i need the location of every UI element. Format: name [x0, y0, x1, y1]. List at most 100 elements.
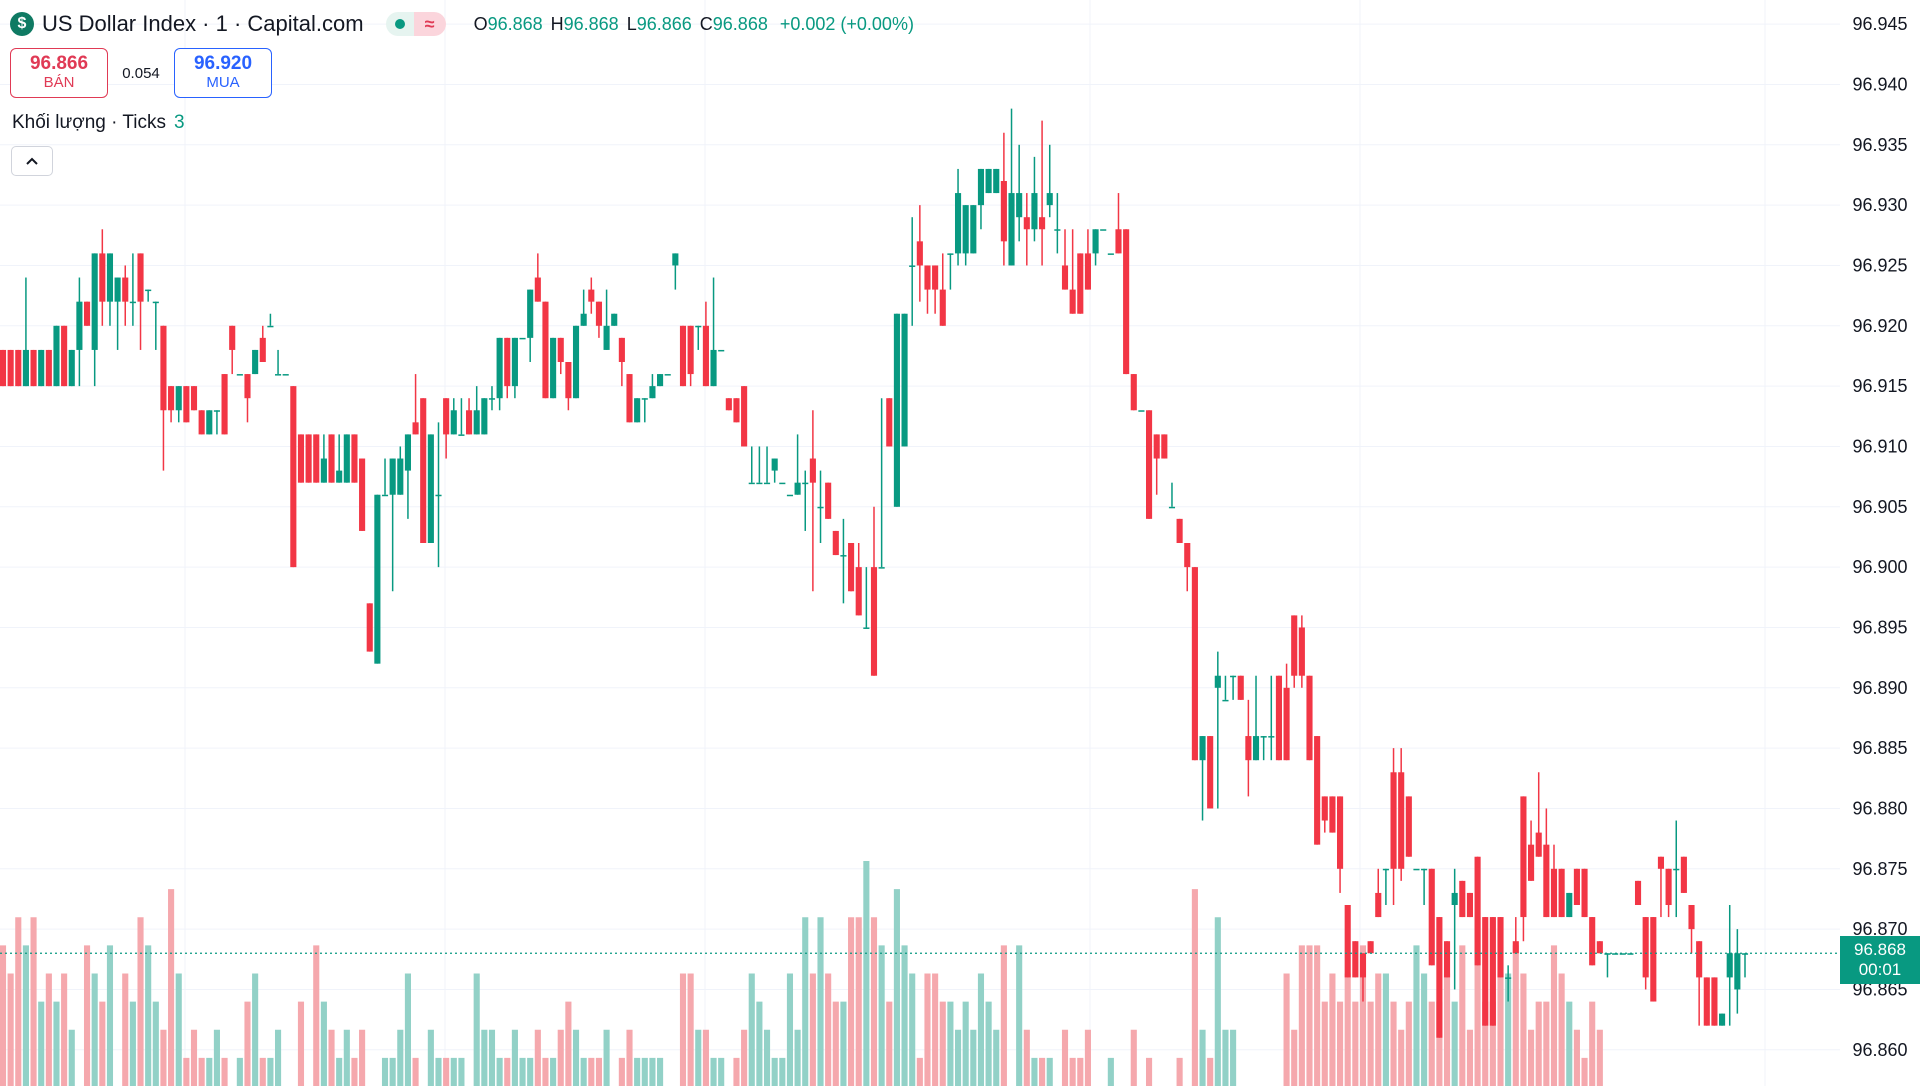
candle — [1077, 253, 1084, 314]
volume-bar — [267, 1057, 274, 1086]
volume-bar — [909, 973, 916, 1086]
market-status[interactable]: ≈ — [385, 12, 446, 36]
volume-bar — [756, 1001, 763, 1086]
candle — [305, 434, 312, 483]
candle — [1696, 941, 1703, 1026]
candle — [1291, 615, 1298, 688]
price-tick-label: 96.930 — [1852, 195, 1907, 215]
candle — [83, 301, 91, 326]
candle — [244, 374, 251, 423]
candle — [641, 398, 648, 423]
candle — [1566, 892, 1573, 918]
symbol-title[interactable]: US Dollar Index · 1 · Capital.com — [42, 11, 364, 36]
volume-bar — [588, 1057, 595, 1086]
candle — [488, 386, 496, 411]
volume-bar — [274, 1029, 282, 1086]
candle — [886, 398, 893, 447]
candle — [817, 470, 824, 543]
volume-bar — [1314, 945, 1321, 1086]
candle — [725, 398, 732, 411]
candle — [1016, 144, 1023, 242]
dollar-icon[interactable]: $ — [10, 12, 34, 36]
candle — [702, 301, 709, 387]
candle — [1084, 229, 1091, 290]
candle — [1252, 675, 1260, 761]
volume-bar — [993, 1029, 1000, 1086]
volume-bar — [328, 1029, 335, 1086]
volume-bar — [886, 1001, 893, 1086]
volume-bar — [855, 917, 862, 1086]
volume-bar — [1306, 945, 1313, 1086]
volume-bar — [313, 945, 320, 1086]
volume-bar — [504, 1057, 511, 1086]
candle — [1543, 808, 1550, 918]
sell-button[interactable]: 96.866 BÁN — [10, 48, 108, 98]
grid — [0, 0, 1840, 1086]
candle — [328, 434, 335, 483]
buy-button[interactable]: 96.920 MUA — [174, 48, 272, 98]
volume-bar — [634, 1057, 641, 1086]
candle — [870, 506, 878, 676]
candle — [1260, 736, 1267, 761]
candle — [168, 386, 175, 423]
candle — [366, 603, 373, 652]
volume-bar — [389, 1057, 396, 1086]
volume-bar — [1145, 1057, 1153, 1086]
candle — [290, 386, 297, 568]
volume-bar — [381, 1057, 389, 1086]
volume-bar — [190, 1029, 198, 1086]
volume-bar — [1543, 1001, 1550, 1086]
price-tick-label: 96.870 — [1852, 919, 1907, 939]
volume-bar — [45, 973, 52, 1086]
volume-bar — [1230, 1029, 1237, 1086]
volume-bar — [168, 889, 175, 1086]
volume-bar — [557, 1029, 564, 1086]
candle — [1031, 156, 1038, 242]
volume-legend[interactable]: Khối lượng · Ticks 3 — [12, 112, 185, 134]
volume-label: Khối lượng · Ticks — [12, 112, 167, 133]
candle — [7, 349, 14, 387]
candle — [1627, 953, 1634, 955]
candle — [1505, 965, 1512, 1002]
candle — [282, 374, 289, 376]
candle — [511, 337, 518, 399]
volume-bar — [1061, 1029, 1069, 1086]
candle — [794, 434, 801, 495]
volume-bar — [954, 1029, 962, 1086]
candle — [863, 567, 870, 629]
candle — [435, 422, 442, 568]
volume-bar — [1512, 945, 1519, 1086]
volume-bar — [863, 861, 870, 1086]
volume-bar — [1505, 973, 1512, 1086]
volume-bar — [977, 973, 985, 1086]
bar-countdown: 00:01 — [1858, 960, 1902, 979]
collapse-legend-button[interactable] — [11, 146, 53, 176]
candle — [106, 253, 114, 326]
volume-bar — [687, 973, 694, 1086]
volume-bar — [1421, 973, 1428, 1086]
candle — [779, 482, 786, 485]
volume-bar — [878, 945, 885, 1086]
volume-bars — [0, 861, 1603, 1086]
volume-bar — [1359, 945, 1367, 1086]
volume-bar — [1016, 945, 1023, 1086]
candle — [1734, 929, 1741, 1014]
candle — [473, 386, 480, 435]
volume-bar — [1466, 1029, 1474, 1086]
candle — [343, 434, 350, 483]
candle — [1161, 434, 1168, 459]
buy-label: MUA — [206, 74, 240, 91]
last-price: 96.868 — [1854, 940, 1906, 959]
volume-bar — [924, 973, 931, 1086]
market-open-icon — [385, 12, 414, 36]
volume-bar — [145, 945, 152, 1086]
volume-bar — [320, 1001, 327, 1086]
volume-bar — [359, 1029, 366, 1086]
volume-bar — [893, 889, 900, 1086]
volume-bar — [397, 1029, 404, 1086]
volume-bar — [1337, 1001, 1344, 1086]
volume-bar — [565, 1001, 572, 1086]
candle — [1512, 917, 1519, 954]
candle — [443, 398, 450, 459]
